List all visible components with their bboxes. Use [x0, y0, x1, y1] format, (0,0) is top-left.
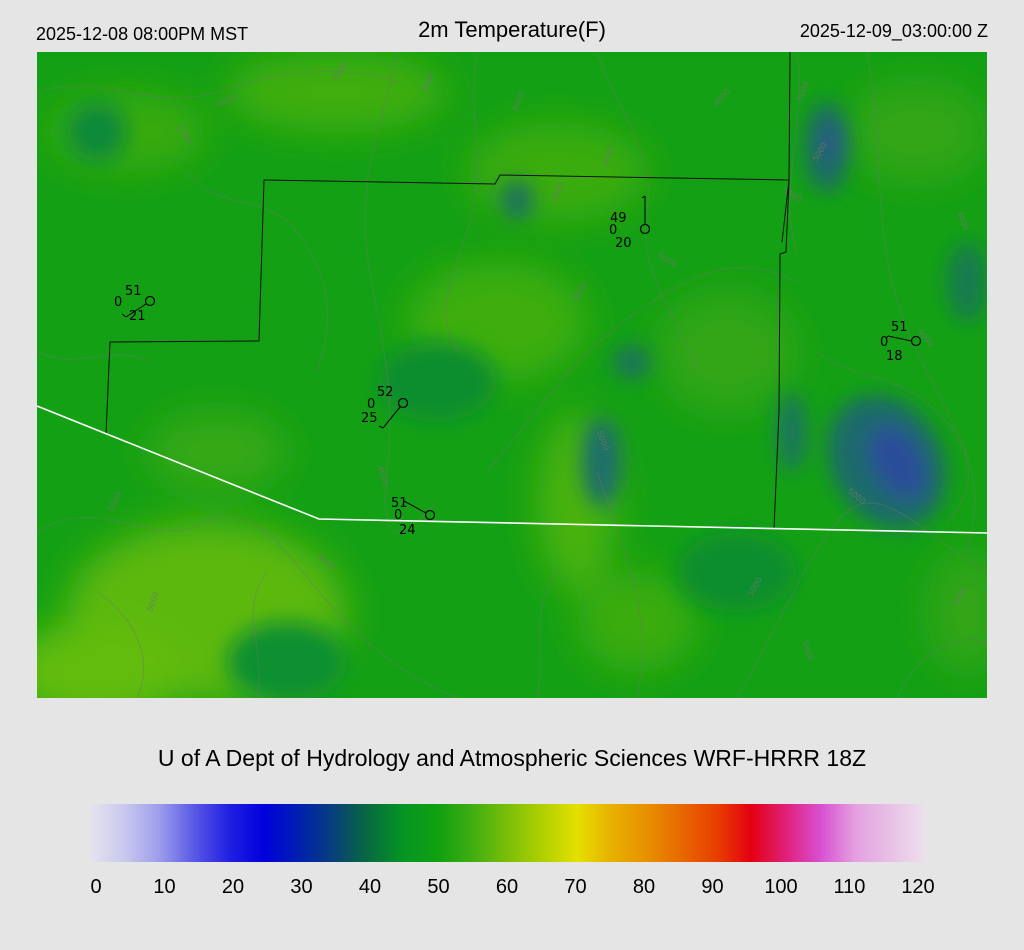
map-canvas: 5000 4000 5000 5000 4000 5000 5000 5000 … — [37, 52, 987, 698]
model-credit: U of A Dept of Hydrology and Atmospheric… — [157, 745, 867, 771]
colorbar-tick: 20 — [221, 876, 245, 898]
colorbar-tick: 80 — [632, 876, 656, 898]
station-plot: 51 0 21 — [114, 284, 156, 324]
station-temp: 51 — [125, 284, 142, 299]
cool-temperature-patches — [67, 102, 987, 698]
station-dewpoint: 20 — [615, 236, 632, 251]
station-temp: 49 — [610, 211, 627, 226]
wind-barb-icon — [382, 406, 401, 429]
wind-barb-flag — [378, 425, 384, 429]
station-plot: 52 0 25 — [361, 385, 409, 429]
station-plot: 49 0 20 — [609, 195, 651, 251]
colorbar-tick: 50 — [427, 876, 450, 898]
station-dewpoint: 25 — [361, 411, 378, 426]
wind-barb-flag — [641, 195, 646, 199]
utc-time-label: 2025-12-09_03:00:00 Z — [799, 21, 988, 41]
colorbar-tick: 30 — [290, 876, 313, 898]
station-zero: 0 — [609, 223, 617, 238]
wind-barb-flag — [121, 313, 127, 318]
station-zero: 0 — [394, 508, 402, 523]
map-title: 2m Temperature(F) — [418, 17, 606, 42]
wind-barb-flag — [885, 335, 889, 340]
wind-barb-icon — [887, 335, 912, 342]
county-boundaries — [105, 52, 791, 530]
station-plot: 51 0 24 — [391, 496, 436, 538]
station-circle-icon — [424, 509, 436, 521]
colorbar-tick: 40 — [358, 876, 382, 898]
station-dewpoint: 18 — [886, 349, 903, 364]
state-boundary — [37, 405, 987, 534]
colorbar-tick: 120 — [901, 876, 935, 898]
temperature-colorbar — [90, 804, 925, 862]
colorbar-tick: 90 — [701, 876, 724, 898]
colorbar-ticks: 0 10 20 30 40 50 60 70 80 90 100 110 120 — [0, 876, 1024, 906]
station-zero: 0 — [880, 335, 888, 350]
temperature-map: 5000 4000 5000 5000 4000 5000 5000 5000 … — [37, 52, 987, 698]
station-temp: 52 — [377, 385, 394, 400]
station-dewpoint: 21 — [129, 309, 146, 324]
local-time-label: 2025-12-08 08:00PM MST — [36, 24, 249, 44]
station-circle-icon — [144, 295, 156, 307]
wind-barb-icon — [125, 303, 147, 318]
station-dewpoint: 24 — [399, 523, 416, 538]
colorbar-tick: 0 — [90, 876, 102, 898]
colorbar-tick: 10 — [153, 876, 176, 898]
wind-barb-icon — [403, 500, 427, 514]
terrain-contours — [37, 52, 987, 698]
station-zero: 0 — [367, 397, 375, 412]
station-plot: 51 0 18 — [880, 320, 922, 364]
colorbar-tick: 60 — [495, 876, 519, 898]
colorbar-tick: 110 — [833, 876, 866, 898]
station-circle-icon — [397, 397, 409, 409]
station-zero: 0 — [114, 295, 122, 310]
colorbar-tick: 70 — [564, 876, 587, 898]
station-temp: 51 — [891, 320, 908, 335]
colorbar-tick: 100 — [764, 876, 798, 898]
wind-barb-flag — [402, 500, 405, 506]
station-temp: 51 — [391, 496, 408, 511]
